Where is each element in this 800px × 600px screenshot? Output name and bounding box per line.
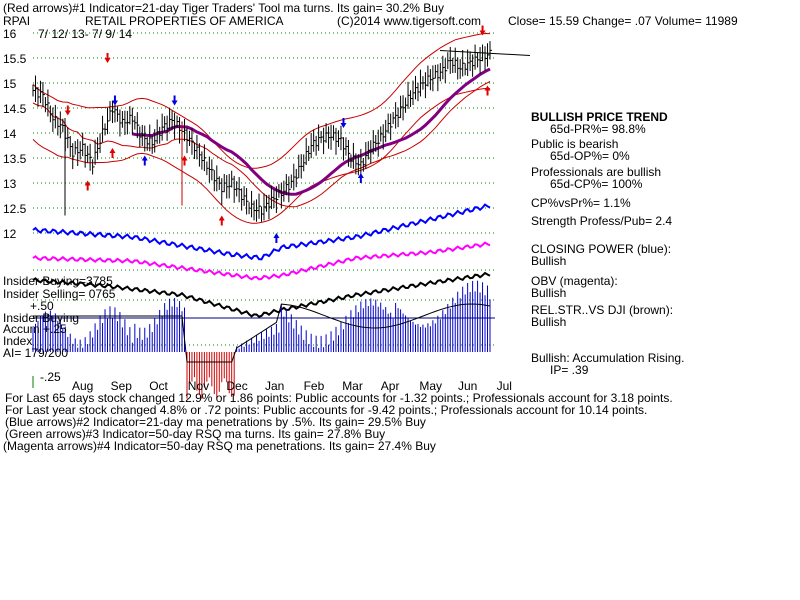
up-arrow-icon <box>357 173 364 183</box>
down-arrow-icon <box>64 105 71 116</box>
company-title: RETAIL PROPERTIES OF AMERICA <box>85 14 284 28</box>
y-axis-tick-labels: 16 15.5 15 14.5 14 13.5 13 12.5 12 <box>3 27 27 241</box>
y-tick-label: 15 <box>3 77 17 91</box>
cp-stat: 65d-CP%= 100% <box>550 177 643 191</box>
y-tick-label: 12.5 <box>3 202 27 216</box>
x-tick-label: Jul <box>497 379 512 393</box>
up-arrow-icon <box>109 148 116 158</box>
down-arrow-icon <box>171 95 178 106</box>
up-arrow-icon <box>141 155 148 166</box>
y-tick-label: 12 <box>3 227 17 241</box>
public-status: Public is bearish <box>531 137 619 151</box>
closing-power-label: CLOSING POWER (blue): <box>531 242 672 256</box>
strength-stat: Strength Profess/Pub= 2.4 <box>531 214 673 228</box>
closing-power-value: Bullish <box>531 254 567 268</box>
x-tick-label: Nov <box>188 379 209 393</box>
cp-vs-pr-stat: CP%vsPr%= 1.1% <box>531 196 631 210</box>
x-tick-label: Apr <box>381 379 400 393</box>
x-tick-label: Oct <box>149 379 168 393</box>
insider-buying-label-2: Insider Buying <box>3 311 80 325</box>
op-stat: 65d-OP%= 0% <box>550 149 630 163</box>
upper-band-line <box>32 32 491 169</box>
signal-arrows <box>64 25 491 243</box>
pr-stat: 65d-PR%= 98.8% <box>550 122 646 136</box>
footer-magenta-arrows: (Magenta arrows)#4 Indicator=50-day RSQ … <box>3 439 436 453</box>
insider-selling-label: Insider Selling= 0765 <box>3 287 116 301</box>
x-tick-label: May <box>419 379 442 393</box>
obv-label: OBV (magenta): <box>531 274 618 288</box>
lower-band-line <box>32 87 491 224</box>
up-arrow-icon <box>218 215 225 226</box>
quote-summary: Close= 15.59 Change= .07 Volume= 11989 <box>508 14 738 28</box>
footer-blue-arrows: (Blue arrows)#2 Indicator=21-day ma pene… <box>5 415 426 429</box>
y-tick-label: 13.5 <box>3 152 27 166</box>
relstr-value: Bullish <box>531 315 567 329</box>
indicator-lines <box>32 203 491 318</box>
relstr-line <box>32 271 491 318</box>
footer-green-arrows: (Green arrows)#3 Indicator=50-day RSQ ma… <box>5 427 386 441</box>
up-arrow-icon <box>181 155 188 166</box>
red-moving-average-line <box>32 81 491 208</box>
y-tick-label: 14.5 <box>3 102 27 116</box>
footer-65day-summary: For Last 65 days stock changed 12.9% or … <box>5 391 673 405</box>
x-tick-label: Dec <box>226 379 247 393</box>
index-label: Index <box>3 334 33 348</box>
up-arrow-icon <box>273 233 280 243</box>
obv-line <box>32 241 491 281</box>
professionals-status: Professionals are bullish <box>531 165 662 179</box>
down-arrow-icon <box>479 25 486 36</box>
accumulation-histogram <box>32 280 495 399</box>
header-indicator-line: (Red arrows)#1 Indicator=21-day Tiger Tr… <box>3 1 444 15</box>
x-tick-label: Aug <box>72 379 93 393</box>
y-tick-label: 15.5 <box>3 52 27 66</box>
x-tick-label: Sep <box>111 379 133 393</box>
up-arrow-icon <box>84 180 91 191</box>
ip-stat: IP= .39 <box>550 363 589 377</box>
accum-plus25-label: Accum +.25 <box>3 322 67 336</box>
up-arrow-icon <box>484 85 491 96</box>
insider-buying-label: Insider Buying=3785 <box>3 274 113 288</box>
ticker-symbol: RPAI <box>3 14 31 28</box>
accum-plus50-label: +.50 <box>30 299 54 313</box>
copyright-text: (C)2014 www.tigersoft.com <box>337 14 482 28</box>
y-tick-label: 16 <box>3 27 17 41</box>
closing-power-line <box>32 203 491 261</box>
price-trend-title: BULLISH PRICE TREND <box>531 110 668 124</box>
date-range: 7/ 12/ 13- 7/ 9/ 14 <box>38 27 133 41</box>
accum-minus25-label: -.25 <box>40 370 61 384</box>
accumulation-label: Bullish: Accumulation Rising. <box>531 351 685 365</box>
relstr-label: REL.STR..VS DJI (brown): <box>531 303 674 317</box>
ai-label: AI= 179/200 <box>3 346 69 360</box>
x-axis-month-labels: Aug Sep Oct Nov Dec Jan Feb Mar Apr May Jun Jul <box>32 376 512 393</box>
y-tick-label: 14 <box>3 127 17 141</box>
accumulation-ma-line <box>33 303 491 363</box>
y-tick-label: 13 <box>3 177 17 191</box>
obv-value: Bullish <box>531 286 567 300</box>
footer-year-summary: For Last year stock changed 4.8% or .72 … <box>5 403 648 417</box>
x-tick-label: Jan <box>265 379 284 393</box>
x-tick-label: Jun <box>458 379 477 393</box>
price-bars <box>32 41 492 222</box>
down-arrow-icon <box>104 53 111 63</box>
price-bands <box>32 32 491 224</box>
x-tick-label: Mar <box>342 379 363 393</box>
down-arrow-icon <box>111 95 118 106</box>
x-tick-label: Feb <box>304 379 325 393</box>
down-arrow-icon <box>340 118 347 128</box>
